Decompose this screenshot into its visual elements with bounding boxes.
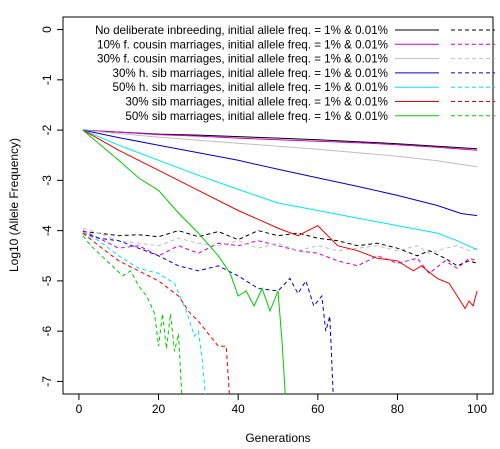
y-tick-label: -3 bbox=[40, 175, 54, 186]
legend-label: 30% f. cousin marriages, initial allele … bbox=[97, 53, 388, 66]
series-4-dashed-line bbox=[82, 232, 206, 394]
x-tick-label: 100 bbox=[467, 402, 487, 416]
legend-label: 30% sib marriages, initial allele freq. … bbox=[125, 96, 388, 109]
legend-label: 30% h. sib marriages, initial allele fre… bbox=[113, 67, 389, 80]
series-0-dashed-line bbox=[82, 230, 478, 267]
y-tick-label: -4 bbox=[40, 225, 54, 236]
series-1-solid-line bbox=[82, 129, 478, 151]
series-5-dashed-line bbox=[82, 232, 230, 394]
series-6-dashed-line bbox=[82, 235, 183, 394]
y-tick-label: 0 bbox=[40, 26, 54, 33]
axes: 0 20 40 60 80 100 0 -1 -2 -3 -4 -5 -6 -7 bbox=[40, 26, 487, 416]
x-axis-label: Generations bbox=[245, 431, 310, 445]
x-tick-label: 0 bbox=[76, 402, 83, 416]
y-tick-label: -1 bbox=[40, 74, 54, 85]
series-2-solid-line bbox=[82, 129, 478, 168]
x-tick-label: 60 bbox=[311, 402, 325, 416]
x-tick-label: 80 bbox=[391, 402, 405, 416]
series-4-solid-line bbox=[82, 129, 478, 251]
y-tick-label: -5 bbox=[40, 275, 54, 286]
legend: No deliberate inbreeding, initial allele… bbox=[95, 24, 495, 123]
series-1-dashed-line bbox=[82, 230, 478, 275]
x-tick-label: 20 bbox=[152, 402, 166, 416]
legend-label: 10% f. cousin marriages, initial allele … bbox=[97, 38, 388, 51]
y-axis-label: Log10 (Allele Frequency) bbox=[7, 138, 21, 272]
series-3-solid-line bbox=[82, 129, 478, 217]
y-tick-label: -7 bbox=[40, 376, 54, 387]
legend-label: No deliberate inbreeding, initial allele… bbox=[95, 24, 388, 37]
series-3-dashed-line bbox=[82, 232, 334, 394]
series-2-dashed-line bbox=[82, 227, 478, 254]
legend-label: 50% sib marriages, initial allele freq. … bbox=[125, 110, 388, 123]
legend-label: 50% h. sib marriages, initial allele fre… bbox=[113, 81, 389, 94]
y-tick-label: -2 bbox=[40, 124, 54, 135]
x-tick-label: 40 bbox=[232, 402, 246, 416]
series-6-solid-line bbox=[82, 129, 286, 394]
plot-frame bbox=[62, 16, 494, 395]
series-layer bbox=[82, 129, 478, 394]
series-5-solid-line bbox=[82, 129, 478, 310]
y-tick-label: -6 bbox=[40, 326, 54, 337]
